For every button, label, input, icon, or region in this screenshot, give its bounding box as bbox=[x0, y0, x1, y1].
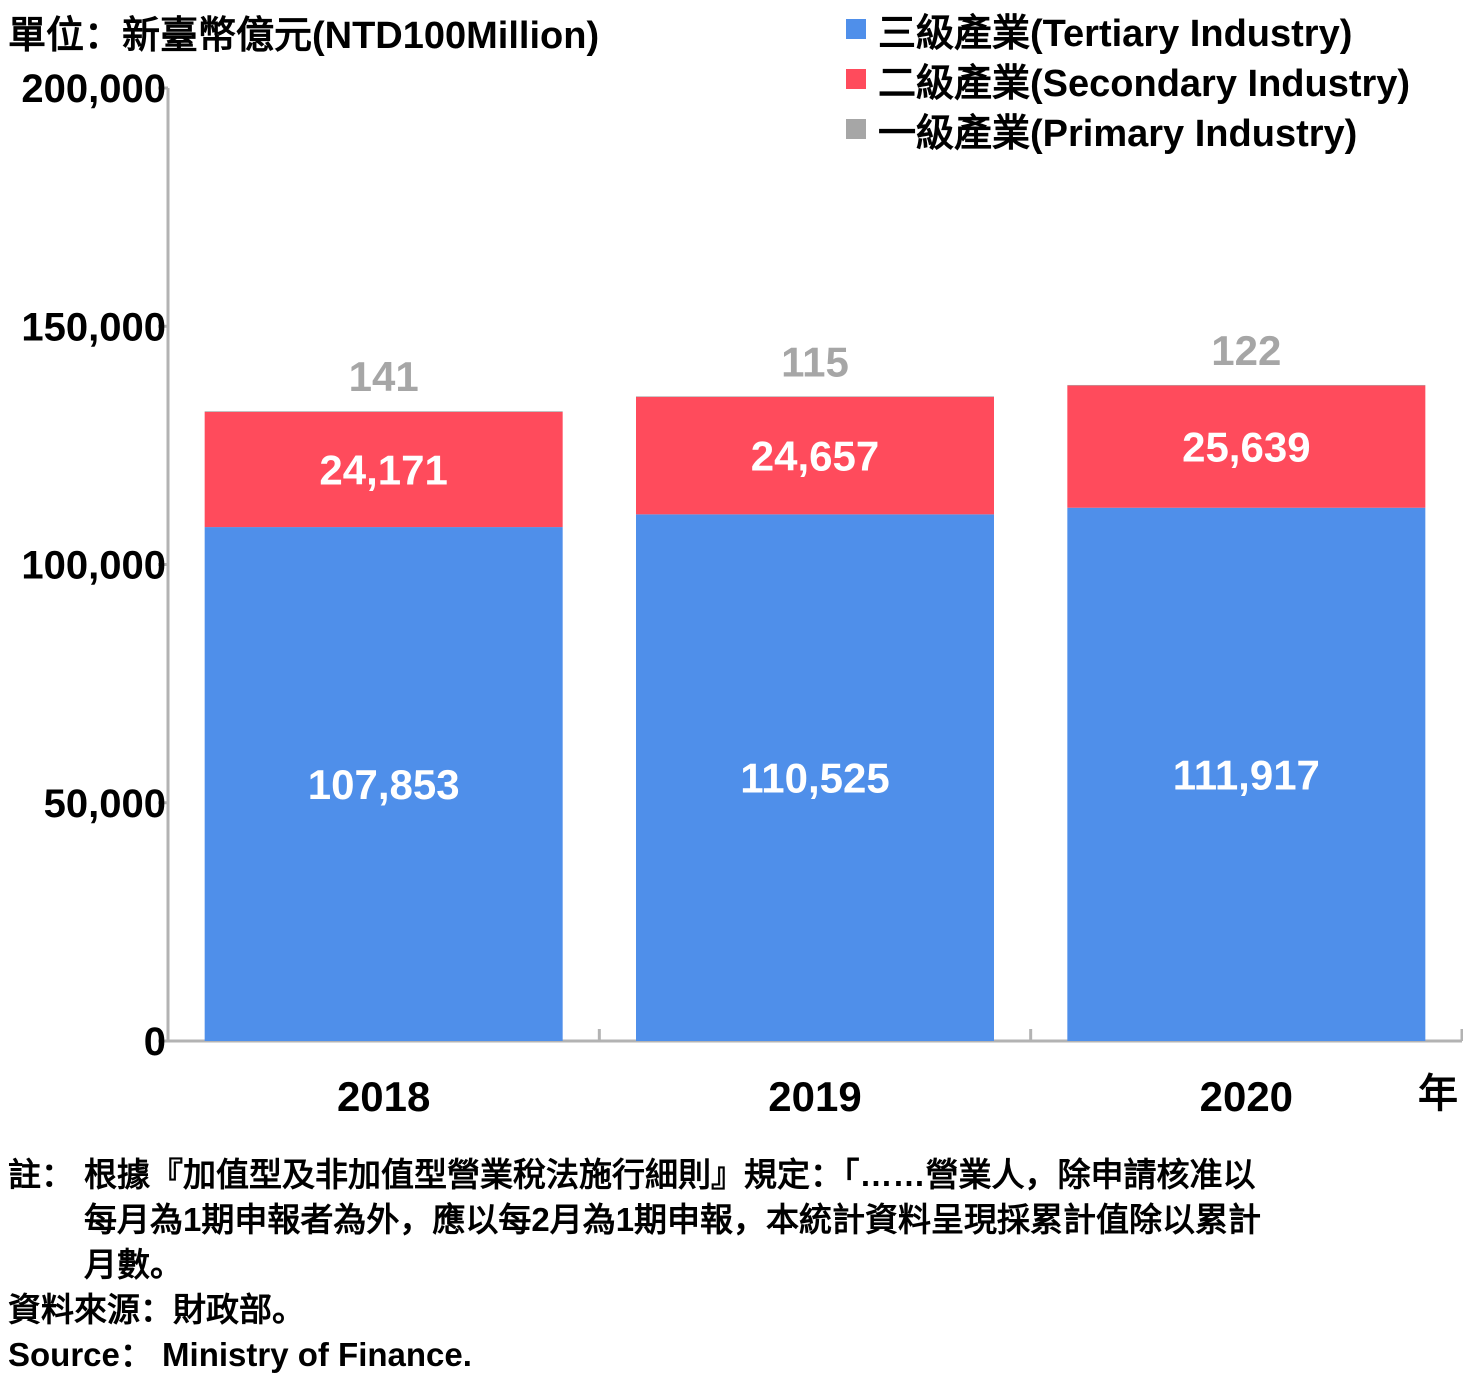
bar-segment bbox=[636, 396, 994, 397]
data-label: 115 bbox=[781, 338, 849, 385]
bar-segment bbox=[204, 411, 563, 528]
note-prefix: 註： bbox=[8, 1156, 74, 1193]
unit-label: 單位：新臺幣億元(NTD100Million) bbox=[8, 15, 600, 57]
legend-item-primary: 一級產業(Primary Industry) bbox=[846, 104, 1410, 155]
y-tick-label: 100,000 bbox=[21, 544, 166, 588]
bar-stacks bbox=[204, 384, 1426, 1042]
bar-segment bbox=[636, 514, 994, 1041]
bar-segment bbox=[1067, 507, 1426, 1042]
y-tick-label: 200,000 bbox=[21, 67, 166, 111]
source-en: Source： Ministry of Finance. bbox=[8, 1336, 472, 1373]
data-label: 110,525 bbox=[740, 755, 890, 802]
bar-segment bbox=[204, 411, 563, 412]
legend-label-primary: 一級產業(Primary Industry) bbox=[878, 112, 1358, 155]
y-axis: 0 50,000 100,000 150,000 200,000 bbox=[21, 67, 170, 1064]
note-row: 註： 根據『加值型及非加值型營業稅法施行細則』規定：「……營業人，除申請核准以 … bbox=[8, 1152, 1454, 1287]
legend-swatch-tertiary bbox=[846, 19, 866, 39]
note-line: 根據『加值型及非加值型營業稅法施行細則』規定：「……營業人，除申請核准以 bbox=[84, 1156, 1256, 1193]
footnotes: 註： 根據『加值型及非加值型營業稅法施行細則』規定：「……營業人，除申請核准以 … bbox=[8, 1152, 1454, 1377]
note-line: 月數。 bbox=[84, 1246, 183, 1283]
legend-item-secondary: 二級產業(Secondary Industry) bbox=[846, 54, 1411, 105]
legend-label-tertiary: 三級產業(Tertiary Industry) bbox=[878, 12, 1353, 55]
x-tick-label: 2020 bbox=[1200, 1073, 1293, 1120]
data-label: 24,657 bbox=[751, 433, 879, 480]
data-label: 24,171 bbox=[319, 446, 447, 493]
y-tick-label: 150,000 bbox=[21, 305, 166, 349]
data-label: 141 bbox=[349, 353, 419, 400]
legend-swatch-primary bbox=[846, 119, 866, 139]
y-tick-label: 50,000 bbox=[44, 782, 166, 826]
note-line: 每月為1期申報者為外，應以每2月為1期申報，本統計資料呈現採累計值除以累計 bbox=[84, 1201, 1262, 1238]
note-body: 根據『加值型及非加值型營業稅法施行細則』規定：「……營業人，除申請核准以 每月為… bbox=[84, 1152, 1454, 1287]
source-zh: 資料來源：財政部。 bbox=[8, 1291, 305, 1328]
data-label: 111,917 bbox=[1173, 751, 1320, 798]
x-tick-label: 2019 bbox=[768, 1073, 861, 1120]
legend-item-tertiary: 三級產業(Tertiary Industry) bbox=[846, 4, 1410, 55]
legend: 三級產業(Tertiary Industry) 二級產業(Secondary I… bbox=[846, 4, 1411, 155]
data-label: 25,639 bbox=[1182, 424, 1310, 471]
data-labels: 107,853 24,171 141 110,525 24,657 115 111,917 2… bbox=[308, 327, 1320, 808]
x-axis: 2018 2019 2020 年 bbox=[168, 1029, 1463, 1120]
x-tick-label: 2018 bbox=[337, 1073, 430, 1120]
bar-segment bbox=[1067, 385, 1426, 508]
stacked-bar-chart: 0 50,000 100,000 150,000 200,000 2018 2019 202… bbox=[21, 67, 1463, 1120]
bar-segment bbox=[1067, 384, 1426, 386]
data-label: 122 bbox=[1211, 327, 1281, 374]
legend-label-secondary: 二級產業(Secondary Industry) bbox=[878, 62, 1411, 105]
bar-segment bbox=[636, 396, 994, 515]
y-tick-label: 0 bbox=[144, 1020, 166, 1064]
legend-swatch-secondary bbox=[846, 69, 866, 89]
bar-segment bbox=[204, 527, 563, 1041]
data-label: 107,853 bbox=[308, 761, 460, 808]
x-axis-unit-label: 年 bbox=[1418, 1072, 1458, 1116]
